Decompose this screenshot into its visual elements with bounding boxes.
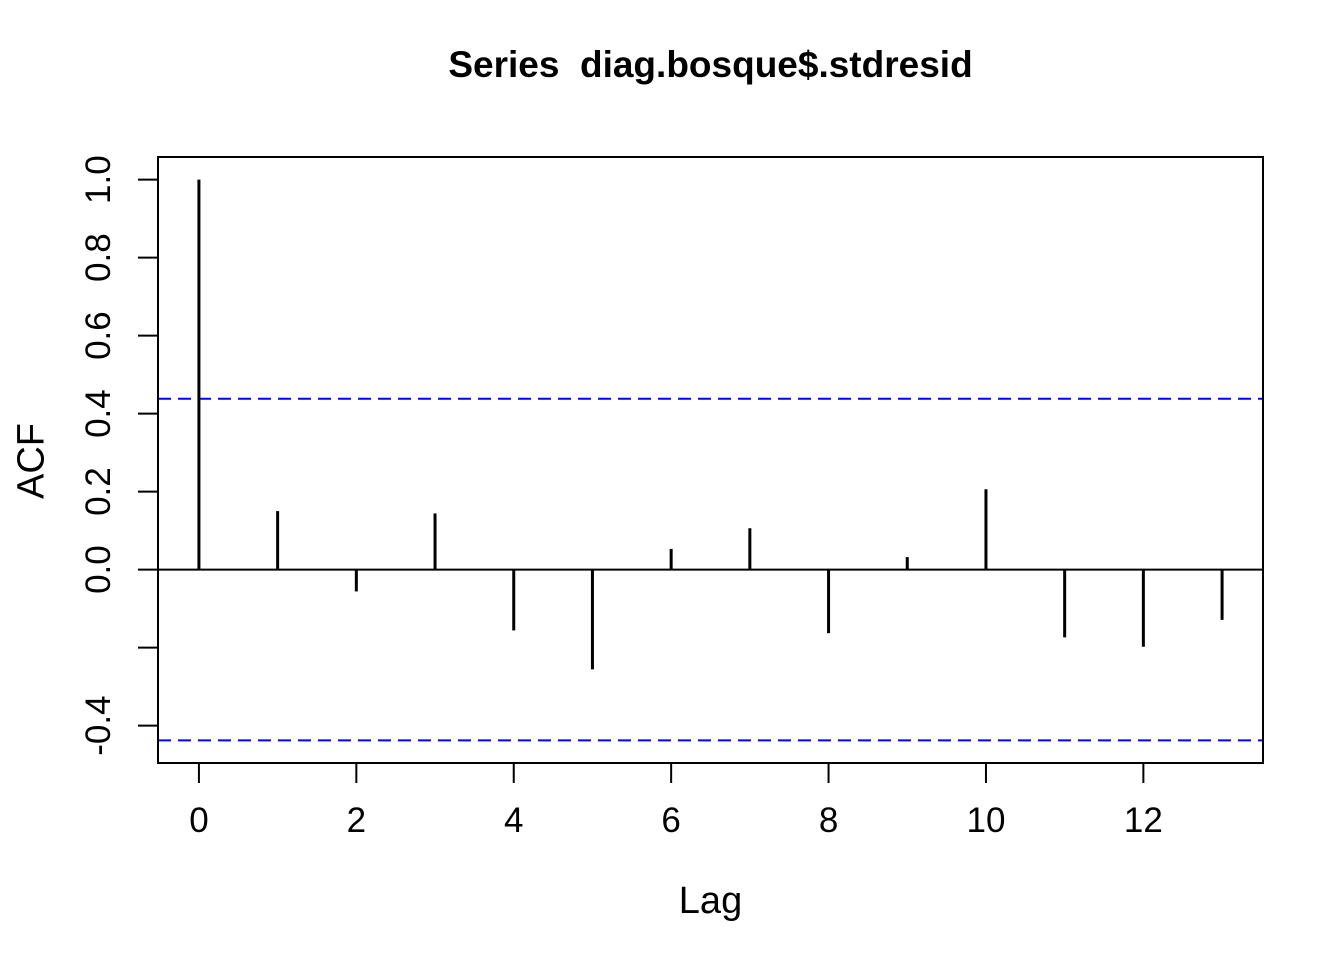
y-tick-label-0.6: 0.6 <box>79 311 118 360</box>
x-tick-label-2: 2 <box>347 801 366 840</box>
y-tick-label-1.0: 1.0 <box>79 155 118 204</box>
x-tick-label-8: 8 <box>819 801 838 840</box>
y-tick-label-0.4: 0.4 <box>79 389 118 438</box>
y-tick-label-0.8: 0.8 <box>79 233 118 282</box>
x-tick-label-0: 0 <box>189 801 208 840</box>
x-tick-label-6: 6 <box>661 801 680 840</box>
x-axis-title: Lag <box>678 880 743 922</box>
plot-border <box>157 156 1264 764</box>
chart-title: Series diag.bosque$.stdresid <box>448 44 973 85</box>
y-tick-label-0.2: 0.2 <box>79 467 118 516</box>
y-tick-label--0.4: -0.4 <box>79 695 118 755</box>
y-tick-label-0.0: 0.0 <box>79 545 118 594</box>
x-tick-label-4: 4 <box>504 801 523 840</box>
x-tick-label-12: 12 <box>1124 801 1163 840</box>
x-tick-label-10: 10 <box>966 801 1005 840</box>
